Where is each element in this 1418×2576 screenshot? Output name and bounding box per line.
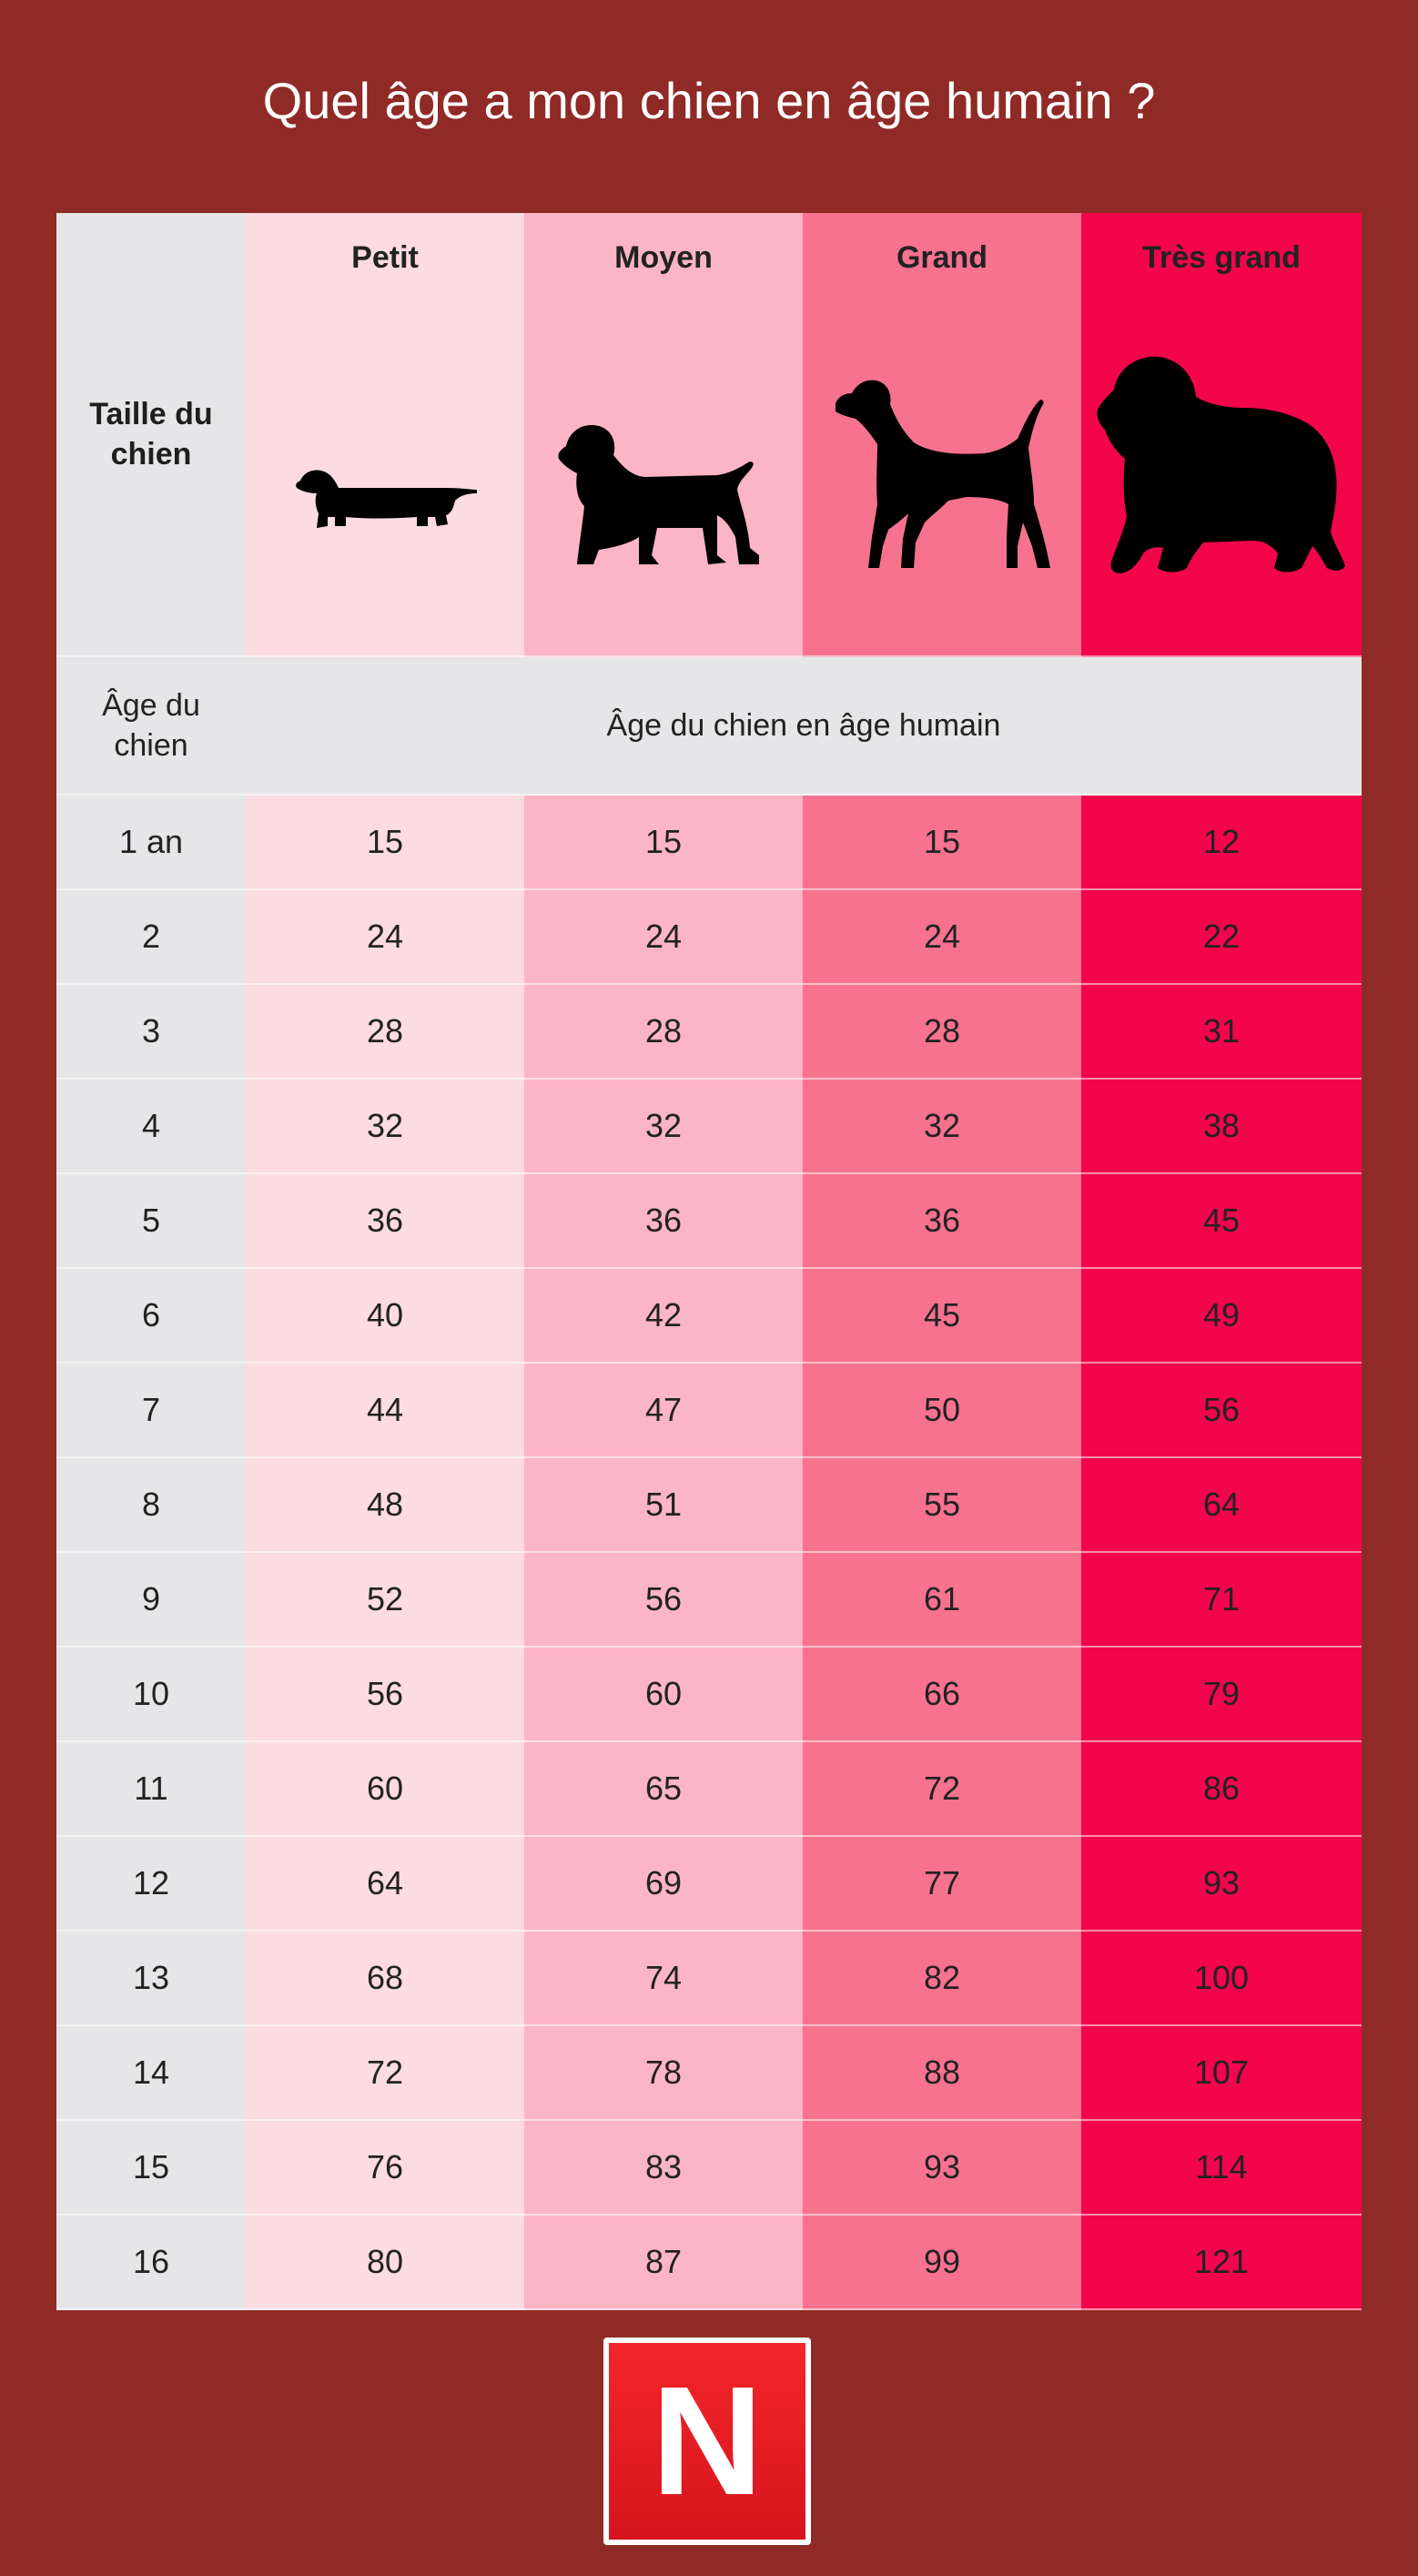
cell-petit: 56 bbox=[246, 1648, 524, 1742]
cell-age: 12 bbox=[56, 1837, 246, 1932]
cell-tres-grand: 107 bbox=[1081, 2026, 1362, 2121]
cell-petit: 32 bbox=[246, 1080, 524, 1174]
cell-moyen: 32 bbox=[524, 1080, 803, 1174]
cell-petit: 80 bbox=[246, 2216, 524, 2310]
logo-letter: N bbox=[609, 2343, 805, 2540]
cell-age: 5 bbox=[56, 1174, 246, 1269]
page-title: Quel âge a mon chien en âge humain ? bbox=[262, 72, 1156, 129]
cell-grand: 55 bbox=[803, 1458, 1081, 1553]
cell-moyen: 83 bbox=[524, 2121, 803, 2216]
cell-grand: 61 bbox=[803, 1553, 1081, 1648]
cell-age: 11 bbox=[56, 1742, 246, 1837]
cell-moyen: 69 bbox=[524, 1837, 803, 1932]
cell-petit: 72 bbox=[246, 2026, 524, 2121]
cell-tres-grand: 86 bbox=[1081, 1742, 1362, 1837]
cell-age: 13 bbox=[56, 1932, 246, 2026]
dachshund-silhouette-icon bbox=[296, 470, 477, 528]
cell-tres-grand: 31 bbox=[1081, 985, 1362, 1080]
cell-moyen: 28 bbox=[524, 985, 803, 1080]
cell-age: 7 bbox=[56, 1364, 246, 1458]
cell-tres-grand: 93 bbox=[1081, 1837, 1362, 1932]
size-label-moyen: Moyen bbox=[614, 240, 713, 275]
cell-tres-grand: 38 bbox=[1081, 1080, 1362, 1174]
size-header-petit: Petit bbox=[246, 213, 524, 657]
cell-grand: 36 bbox=[803, 1174, 1081, 1269]
cell-age: 10 bbox=[56, 1648, 246, 1742]
cell-tres-grand: 45 bbox=[1081, 1174, 1362, 1269]
human-age-span-label: Âge du chien en âge humain bbox=[246, 657, 1362, 796]
cell-petit: 64 bbox=[246, 1837, 524, 1932]
cell-grand: 99 bbox=[803, 2216, 1081, 2310]
cell-grand: 28 bbox=[803, 985, 1081, 1080]
cell-petit: 44 bbox=[246, 1364, 524, 1458]
cell-moyen: 15 bbox=[524, 796, 803, 890]
spaniel-silhouette-icon bbox=[558, 424, 759, 564]
cell-tres-grand: 121 bbox=[1081, 2216, 1362, 2310]
cell-tres-grand: 64 bbox=[1081, 1458, 1362, 1553]
cell-petit: 36 bbox=[246, 1174, 524, 1269]
cell-moyen: 74 bbox=[524, 1932, 803, 2026]
cell-petit: 15 bbox=[246, 796, 524, 890]
size-row-label: Taille du chien bbox=[56, 213, 246, 657]
cell-tres-grand: 79 bbox=[1081, 1648, 1362, 1742]
cell-age: 4 bbox=[56, 1080, 246, 1174]
cell-moyen: 56 bbox=[524, 1553, 803, 1648]
cell-tres-grand: 49 bbox=[1081, 1269, 1362, 1364]
cell-grand: 66 bbox=[803, 1648, 1081, 1742]
cell-age: 3 bbox=[56, 985, 246, 1080]
cell-moyen: 36 bbox=[524, 1174, 803, 1269]
size-label-grand: Grand bbox=[896, 240, 988, 275]
cell-grand: 72 bbox=[803, 1742, 1081, 1837]
cell-petit: 76 bbox=[246, 2121, 524, 2216]
cell-age: 6 bbox=[56, 1269, 246, 1364]
age-row-label: Âge du chien bbox=[56, 657, 246, 796]
cell-petit: 68 bbox=[246, 1932, 524, 2026]
cell-tres-grand: 12 bbox=[1081, 796, 1362, 890]
cell-tres-grand: 22 bbox=[1081, 890, 1362, 985]
cell-grand: 15 bbox=[803, 796, 1081, 890]
size-header-moyen: Moyen bbox=[524, 213, 803, 657]
pointer-silhouette-icon bbox=[836, 380, 1050, 568]
cell-grand: 82 bbox=[803, 1932, 1081, 2026]
cell-moyen: 78 bbox=[524, 2026, 803, 2121]
dog-age-table: Taille du chien Petit Moyen Grand Très g… bbox=[56, 213, 1362, 2310]
cell-moyen: 42 bbox=[524, 1269, 803, 1364]
cell-age: 16 bbox=[56, 2216, 246, 2310]
cell-tres-grand: 56 bbox=[1081, 1364, 1362, 1458]
cell-grand: 77 bbox=[803, 1837, 1081, 1932]
cell-tres-grand: 71 bbox=[1081, 1553, 1362, 1648]
cell-grand: 45 bbox=[803, 1269, 1081, 1364]
cell-moyen: 51 bbox=[524, 1458, 803, 1553]
cell-age: 9 bbox=[56, 1553, 246, 1648]
size-label-tres-grand: Très grand bbox=[1142, 240, 1301, 275]
cell-grand: 24 bbox=[803, 890, 1081, 985]
cell-grand: 88 bbox=[803, 2026, 1081, 2121]
cell-moyen: 87 bbox=[524, 2216, 803, 2310]
cell-age: 8 bbox=[56, 1458, 246, 1553]
cell-petit: 48 bbox=[246, 1458, 524, 1553]
size-label-petit: Petit bbox=[351, 240, 419, 275]
cell-moyen: 65 bbox=[524, 1742, 803, 1837]
size-header-tres-grand: Très grand bbox=[1081, 213, 1362, 657]
cell-petit: 60 bbox=[246, 1742, 524, 1837]
size-header-grand: Grand bbox=[803, 213, 1081, 657]
cell-grand: 32 bbox=[803, 1080, 1081, 1174]
cell-tres-grand: 114 bbox=[1081, 2121, 1362, 2216]
cell-age: 14 bbox=[56, 2026, 246, 2121]
cell-age: 2 bbox=[56, 890, 246, 985]
cell-grand: 93 bbox=[803, 2121, 1081, 2216]
cell-petit: 24 bbox=[246, 890, 524, 985]
logo: N bbox=[603, 2338, 811, 2545]
cell-moyen: 24 bbox=[524, 890, 803, 985]
cell-moyen: 47 bbox=[524, 1364, 803, 1458]
cell-moyen: 60 bbox=[524, 1648, 803, 1742]
cell-age: 15 bbox=[56, 2121, 246, 2216]
cell-petit: 28 bbox=[246, 985, 524, 1080]
cell-petit: 52 bbox=[246, 1553, 524, 1648]
cell-tres-grand: 100 bbox=[1081, 1932, 1362, 2026]
cell-age: 1 an bbox=[56, 796, 246, 890]
cell-grand: 50 bbox=[803, 1364, 1081, 1458]
newfoundland-silhouette-icon bbox=[1097, 356, 1345, 573]
cell-petit: 40 bbox=[246, 1269, 524, 1364]
